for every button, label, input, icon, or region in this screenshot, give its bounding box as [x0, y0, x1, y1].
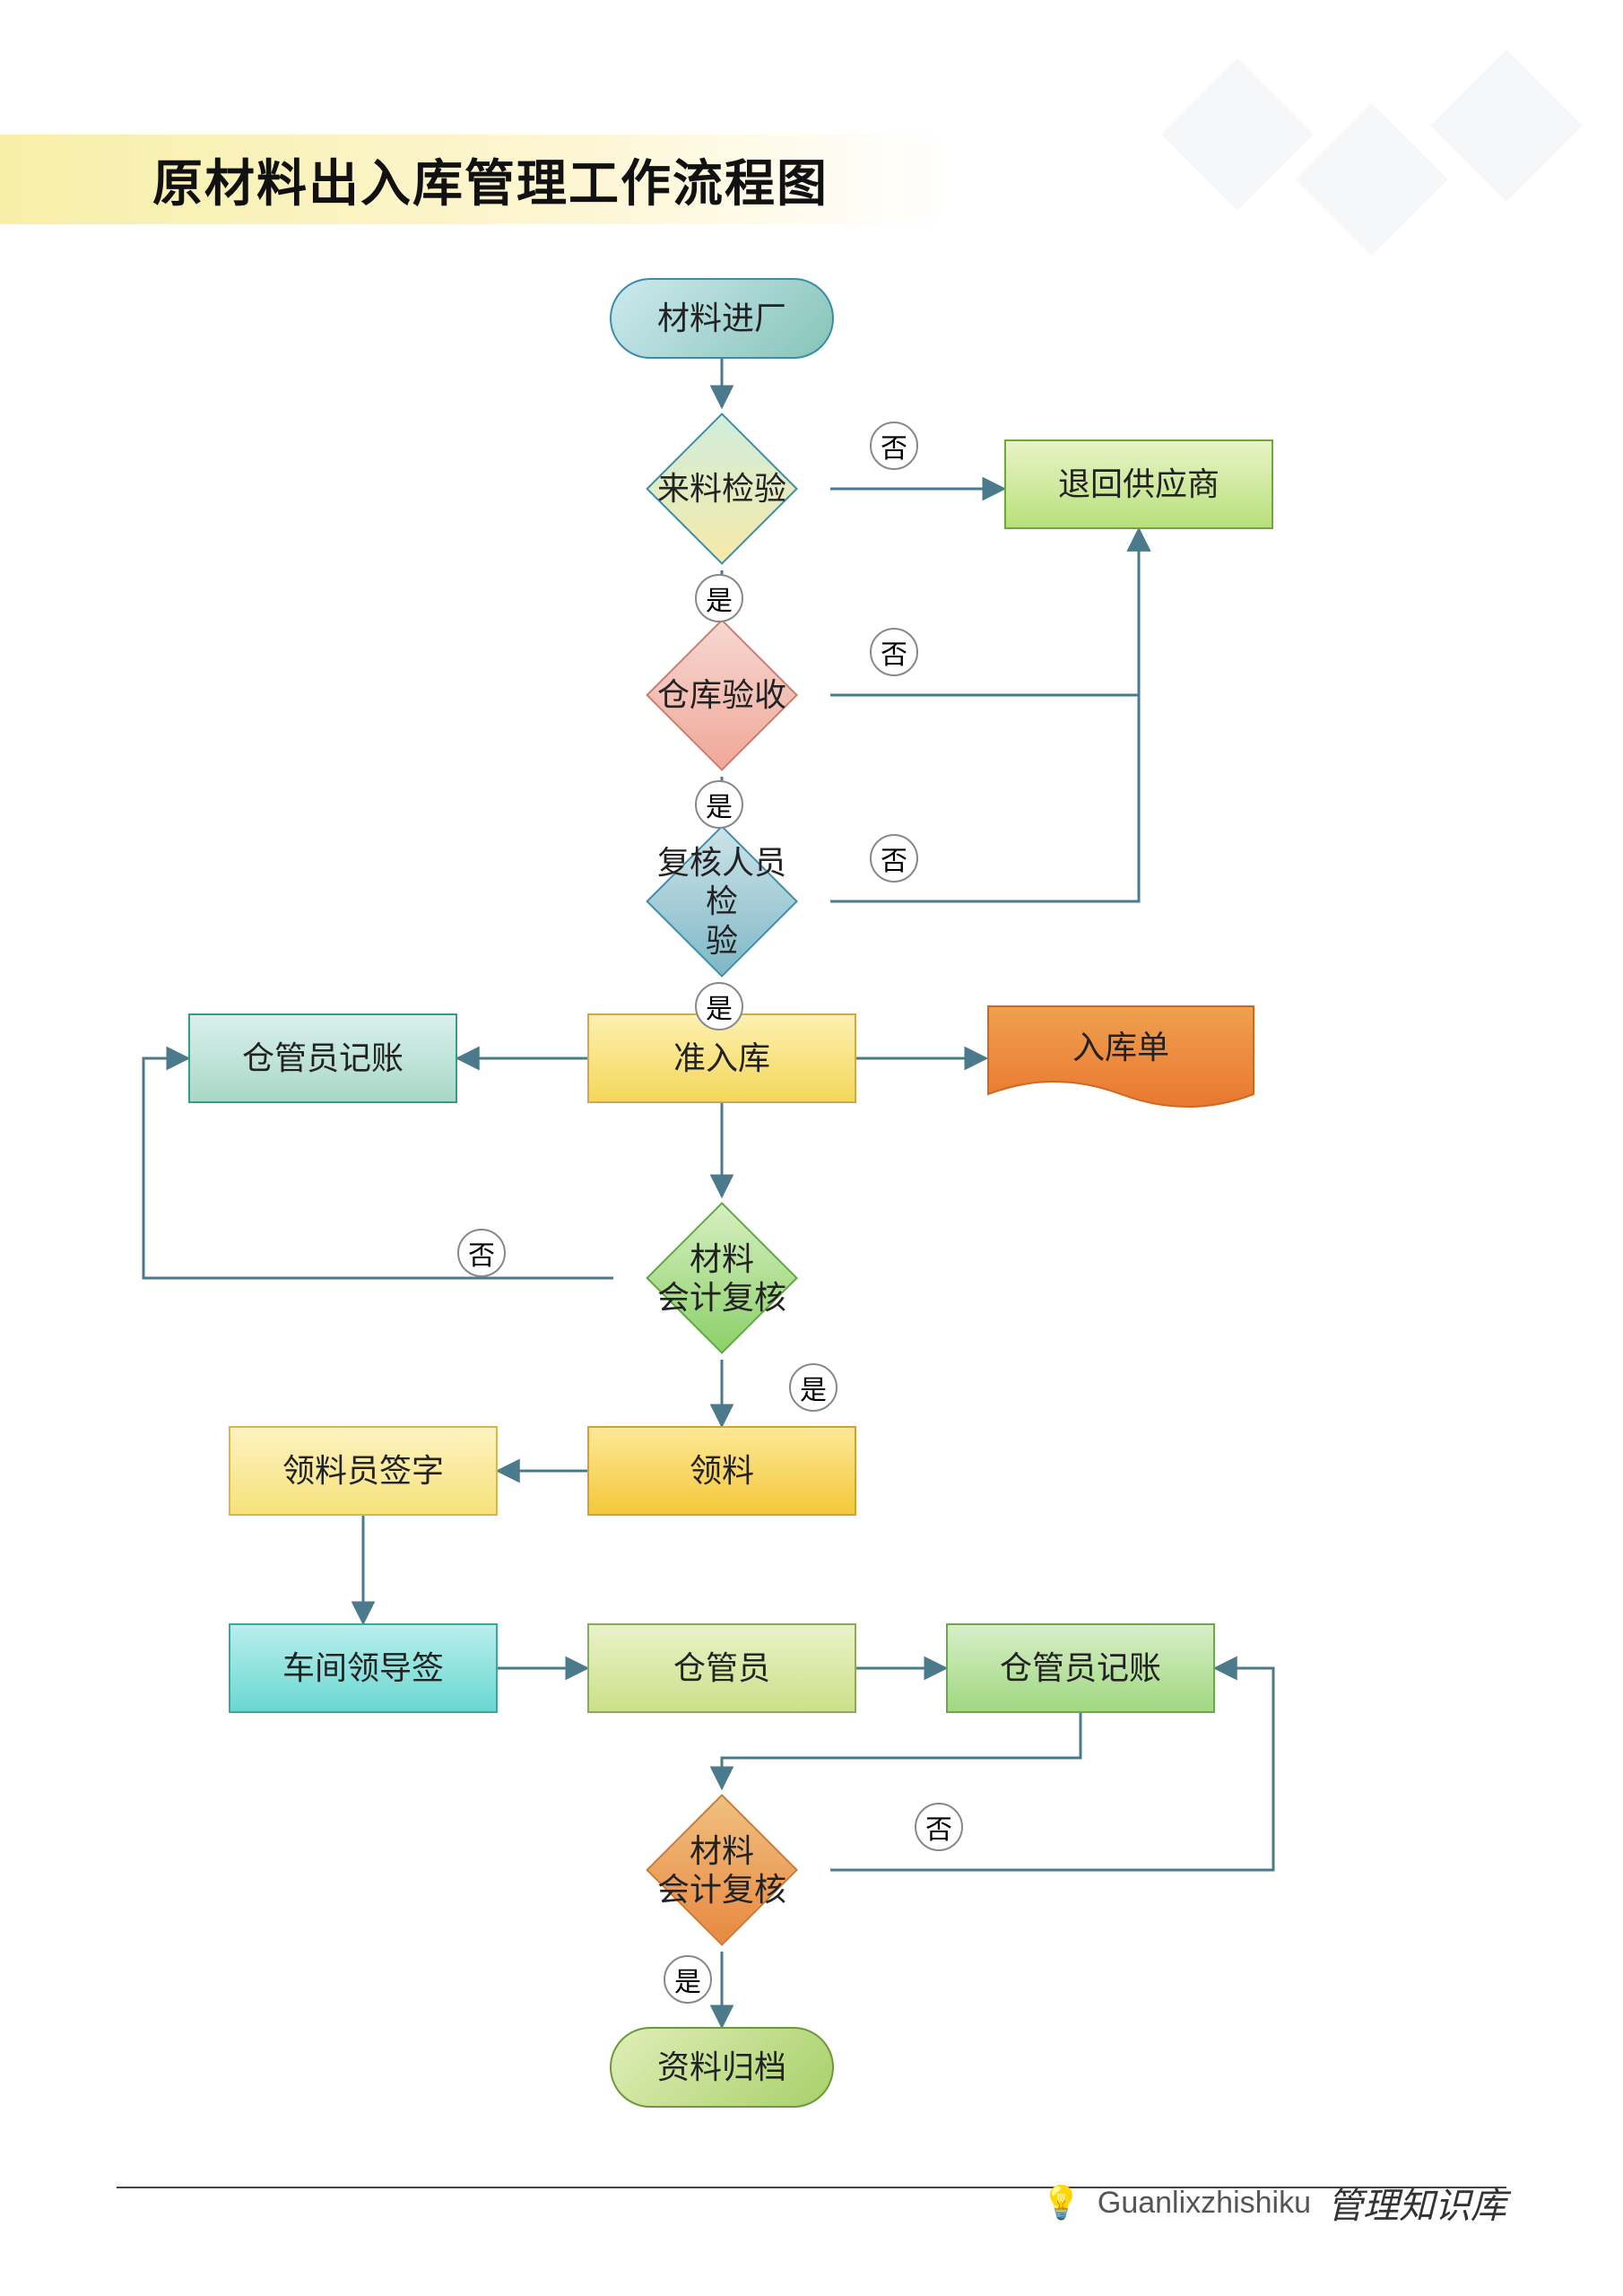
edge-label-n2-n4: 是 [695, 574, 743, 622]
edge-label-n9-n6: 否 [457, 1229, 506, 1277]
edge-label-n15-n14: 否 [915, 1803, 963, 1851]
edge-label-n15-n16: 是 [664, 1955, 712, 2004]
edge-label-n5-n7: 是 [695, 982, 743, 1031]
edge-label-n2-n3: 否 [870, 422, 918, 470]
edge-label-n5-n3: 否 [870, 834, 918, 883]
edge-label-n4-n5: 是 [695, 780, 743, 829]
edge-label-n4-n3: 否 [870, 628, 918, 676]
footer: 💡 Guanlixzhishiku 管理知识库 [1041, 2177, 1506, 2229]
node-n5: 复核人员检 验 [646, 825, 798, 978]
edge-label-n9-n10: 是 [789, 1363, 838, 1412]
bulb-icon: 💡 [1041, 2184, 1081, 2222]
flowchart-badges: 是否是否是否否是否是 [0, 0, 1623, 2296]
footer-pinyin: Guanlixzhishiku [1098, 2186, 1311, 2221]
footer-cn: 管理知识库 [1327, 2177, 1506, 2229]
